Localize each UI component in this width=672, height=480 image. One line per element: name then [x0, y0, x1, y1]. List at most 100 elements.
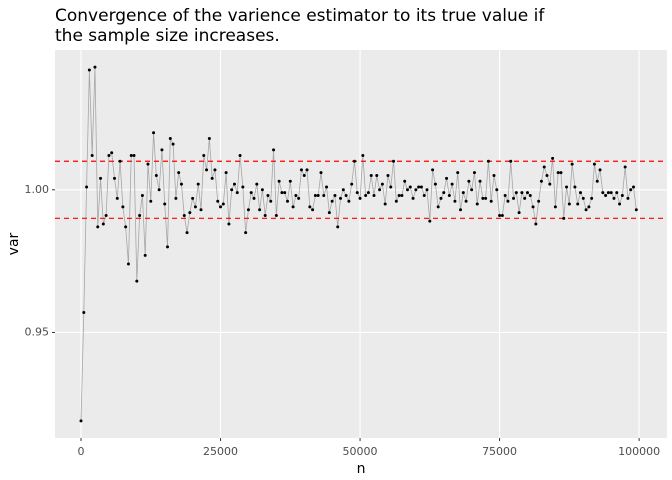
data-point: [280, 191, 284, 195]
data-point: [492, 174, 496, 178]
data-point: [263, 213, 267, 217]
data-point: [392, 159, 396, 163]
data-point: [542, 165, 546, 169]
data-point: [355, 191, 359, 195]
data-point: [514, 191, 518, 195]
data-point: [157, 188, 161, 192]
data-point: [112, 176, 116, 180]
data-point: [506, 199, 510, 203]
y-tick-label: 0.95: [25, 325, 50, 338]
data-point: [146, 162, 150, 166]
data-point: [149, 199, 153, 203]
data-point: [185, 231, 189, 235]
data-point: [634, 208, 638, 212]
data-point: [537, 199, 541, 203]
data-point: [115, 196, 119, 200]
data-point: [333, 194, 337, 197]
data-point: [266, 194, 270, 197]
data-point: [252, 196, 256, 200]
data-point: [230, 188, 234, 192]
data-point: [472, 171, 476, 175]
data-point: [297, 196, 301, 200]
data-point: [447, 194, 451, 197]
data-point: [372, 194, 376, 197]
data-point: [361, 154, 365, 158]
data-point: [311, 208, 315, 212]
data-point: [618, 202, 622, 206]
data-point: [154, 174, 158, 178]
data-point: [319, 171, 323, 175]
data-point: [595, 179, 599, 183]
data-point: [199, 208, 203, 212]
data-point: [553, 205, 557, 209]
data-point: [302, 174, 306, 178]
data-point: [470, 188, 474, 192]
data-point: [350, 182, 354, 186]
data-point: [258, 208, 262, 212]
data-point: [152, 131, 156, 135]
data-point: [405, 188, 409, 192]
data-point: [403, 179, 407, 183]
data-point: [584, 208, 588, 212]
data-point: [241, 185, 245, 189]
data-point: [439, 196, 443, 200]
data-point: [567, 202, 571, 206]
data-point: [294, 194, 298, 197]
data-point: [632, 185, 636, 189]
data-point: [436, 205, 440, 209]
data-point: [160, 148, 164, 152]
data-point: [450, 182, 454, 186]
data-point: [205, 168, 209, 172]
data-point: [556, 171, 560, 175]
data-point: [489, 199, 493, 203]
data-point: [551, 156, 555, 160]
data-point: [193, 205, 197, 209]
data-point: [576, 202, 580, 206]
data-point: [484, 196, 488, 200]
data-point: [520, 191, 524, 195]
data-point: [383, 202, 387, 206]
data-point: [609, 191, 613, 195]
x-tick-label: 0: [78, 445, 85, 458]
data-point: [227, 222, 231, 226]
data-point: [478, 179, 482, 183]
data-point: [255, 182, 259, 186]
data-point: [168, 136, 172, 140]
data-point: [299, 168, 303, 172]
data-point: [375, 174, 379, 178]
data-point: [316, 194, 320, 197]
data-point: [107, 154, 111, 158]
data-point: [238, 154, 242, 158]
data-point: [288, 179, 292, 183]
data-point: [525, 191, 529, 195]
data-point: [87, 68, 91, 72]
data-point: [274, 213, 278, 217]
data-point: [523, 196, 527, 200]
data-point: [79, 419, 83, 423]
data-point: [126, 262, 130, 266]
data-point: [235, 191, 239, 195]
data-point: [358, 196, 362, 200]
data-point: [269, 199, 273, 203]
data-point: [587, 205, 591, 209]
data-point: [512, 196, 516, 200]
data-point: [313, 194, 317, 197]
data-point: [347, 199, 351, 203]
data-point: [260, 188, 264, 192]
data-point: [121, 205, 125, 209]
data-point: [188, 211, 192, 215]
data-point: [528, 194, 532, 197]
data-point: [163, 202, 167, 206]
data-point: [428, 219, 432, 223]
data-point: [620, 194, 624, 197]
data-point: [419, 185, 423, 189]
data-point: [425, 188, 429, 192]
data-point: [445, 176, 449, 180]
data-point: [327, 211, 331, 215]
data-point: [565, 185, 569, 189]
data-point: [573, 185, 577, 189]
data-point: [132, 154, 136, 158]
data-point: [578, 191, 582, 195]
data-point: [442, 191, 446, 195]
